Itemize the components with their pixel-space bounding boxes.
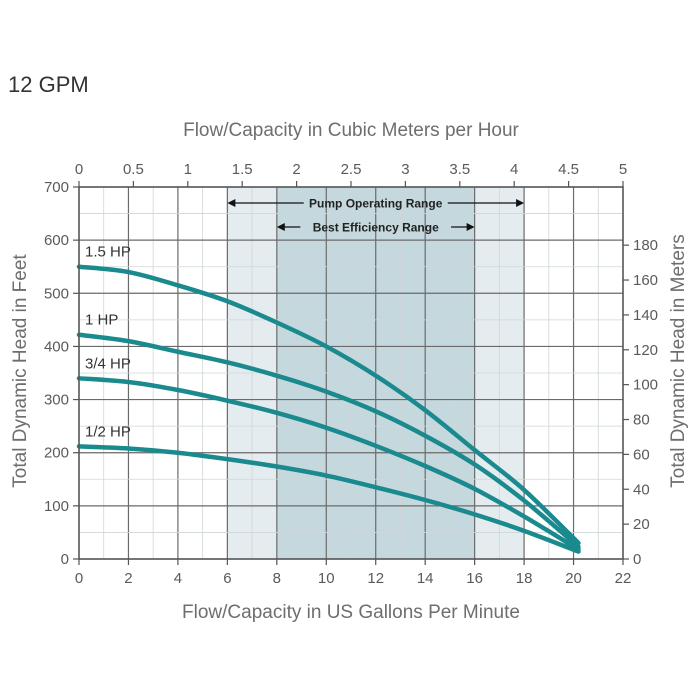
y-tick-label: 600 [44, 232, 69, 249]
x2-tick-label: 3.5 [449, 161, 470, 178]
y-tick-label: 100 [44, 498, 69, 515]
bottom-axis-title: Flow/Capacity in US Gallons Per Minute [182, 602, 520, 623]
y2-tick-label: 0 [633, 551, 641, 568]
x-tick-label: 10 [318, 570, 335, 587]
pump-curve-line [76, 444, 581, 554]
curve-labels: 1.5 HP 1 HP 3/4 HP 1/2 HP [85, 244, 131, 441]
pump-operating-range-indicator: Pump Operating Range [227, 197, 525, 211]
x2-tick-label: 1.5 [232, 161, 253, 178]
curve-label: 1.5 HP [85, 244, 131, 261]
page-title: 12 GPM [8, 72, 89, 97]
y2-tick-label: 60 [633, 446, 650, 463]
range-arrow-right [516, 199, 525, 207]
x-tick-label: 12 [367, 570, 384, 587]
x-tick-label: 0 [75, 570, 83, 587]
range-indicators: Pump Operating Range Best Efficiency Rang… [227, 197, 525, 235]
y-tick-label: 500 [44, 285, 69, 302]
x2-tick-label: 0 [75, 161, 83, 178]
y2-tick-label: 120 [633, 342, 658, 359]
range-label: Best Efficiency Range [313, 221, 439, 235]
pump-curve-line [76, 376, 581, 552]
y-tick-label: 0 [61, 551, 69, 568]
x2-tick-label: 4 [510, 161, 518, 178]
x-tick-label: 2 [124, 570, 132, 587]
chart-axes: 0 2 4 6 8 10 12 14 16 18 20 220 0.5 1 1.5 2 2.5 3 3.5 4 4.5 5… [44, 161, 658, 587]
x2-tick-label: 1 [184, 161, 192, 178]
x-tick-label: 6 [223, 570, 231, 587]
x2-tick-label: 4.5 [558, 161, 579, 178]
curve-label: 1/2 HP [85, 423, 131, 440]
pump-curves [76, 264, 581, 554]
x-tick-label: 8 [273, 570, 281, 587]
y2-tick-label: 140 [633, 307, 658, 324]
curve-label: 3/4 HP [85, 355, 131, 372]
y2-tick-label: 160 [633, 272, 658, 289]
y-tick-label: 200 [44, 445, 69, 462]
x2-tick-label: 3 [401, 161, 409, 178]
y2-tick-label: 180 [633, 237, 658, 254]
y2-tick-label: 40 [633, 481, 650, 498]
x-tick-label: 22 [615, 570, 632, 587]
x-tick-label: 14 [417, 570, 434, 587]
range-arrow-left [227, 199, 236, 207]
y2-tick-label: 100 [633, 377, 658, 394]
y-tick-label: 400 [44, 338, 69, 355]
top-axis-title: Flow/Capacity in Cubic Meters per Hour [183, 120, 519, 141]
y-tick-label: 700 [44, 179, 69, 196]
x-tick-label: 4 [174, 570, 182, 587]
pump-curve-line [76, 332, 581, 550]
range-arrow-left [276, 223, 285, 231]
range-label: Pump Operating Range [309, 197, 443, 211]
left-axis-title: Total Dynamic Head in Feet [10, 254, 31, 488]
x2-tick-label: 2 [292, 161, 300, 178]
curve-label: 1 HP [85, 312, 118, 329]
chart-grid [78, 186, 624, 560]
x-tick-label: 20 [565, 570, 582, 587]
right-axis-title: Total Dynamic Head in Meters [668, 234, 689, 487]
y-tick-label: 300 [44, 392, 69, 409]
range-arrow-right [466, 223, 475, 231]
x2-tick-label: 0.5 [123, 161, 144, 178]
x-tick-label: 18 [516, 570, 533, 587]
pump-curve-line [76, 264, 581, 546]
y2-tick-label: 80 [633, 412, 650, 429]
y2-tick-label: 20 [633, 516, 650, 533]
x2-tick-label: 5 [619, 161, 627, 178]
x-tick-label: 16 [466, 570, 483, 587]
best-efficiency-range-indicator: Best Efficiency Range [276, 221, 475, 235]
x2-tick-label: 2.5 [341, 161, 362, 178]
